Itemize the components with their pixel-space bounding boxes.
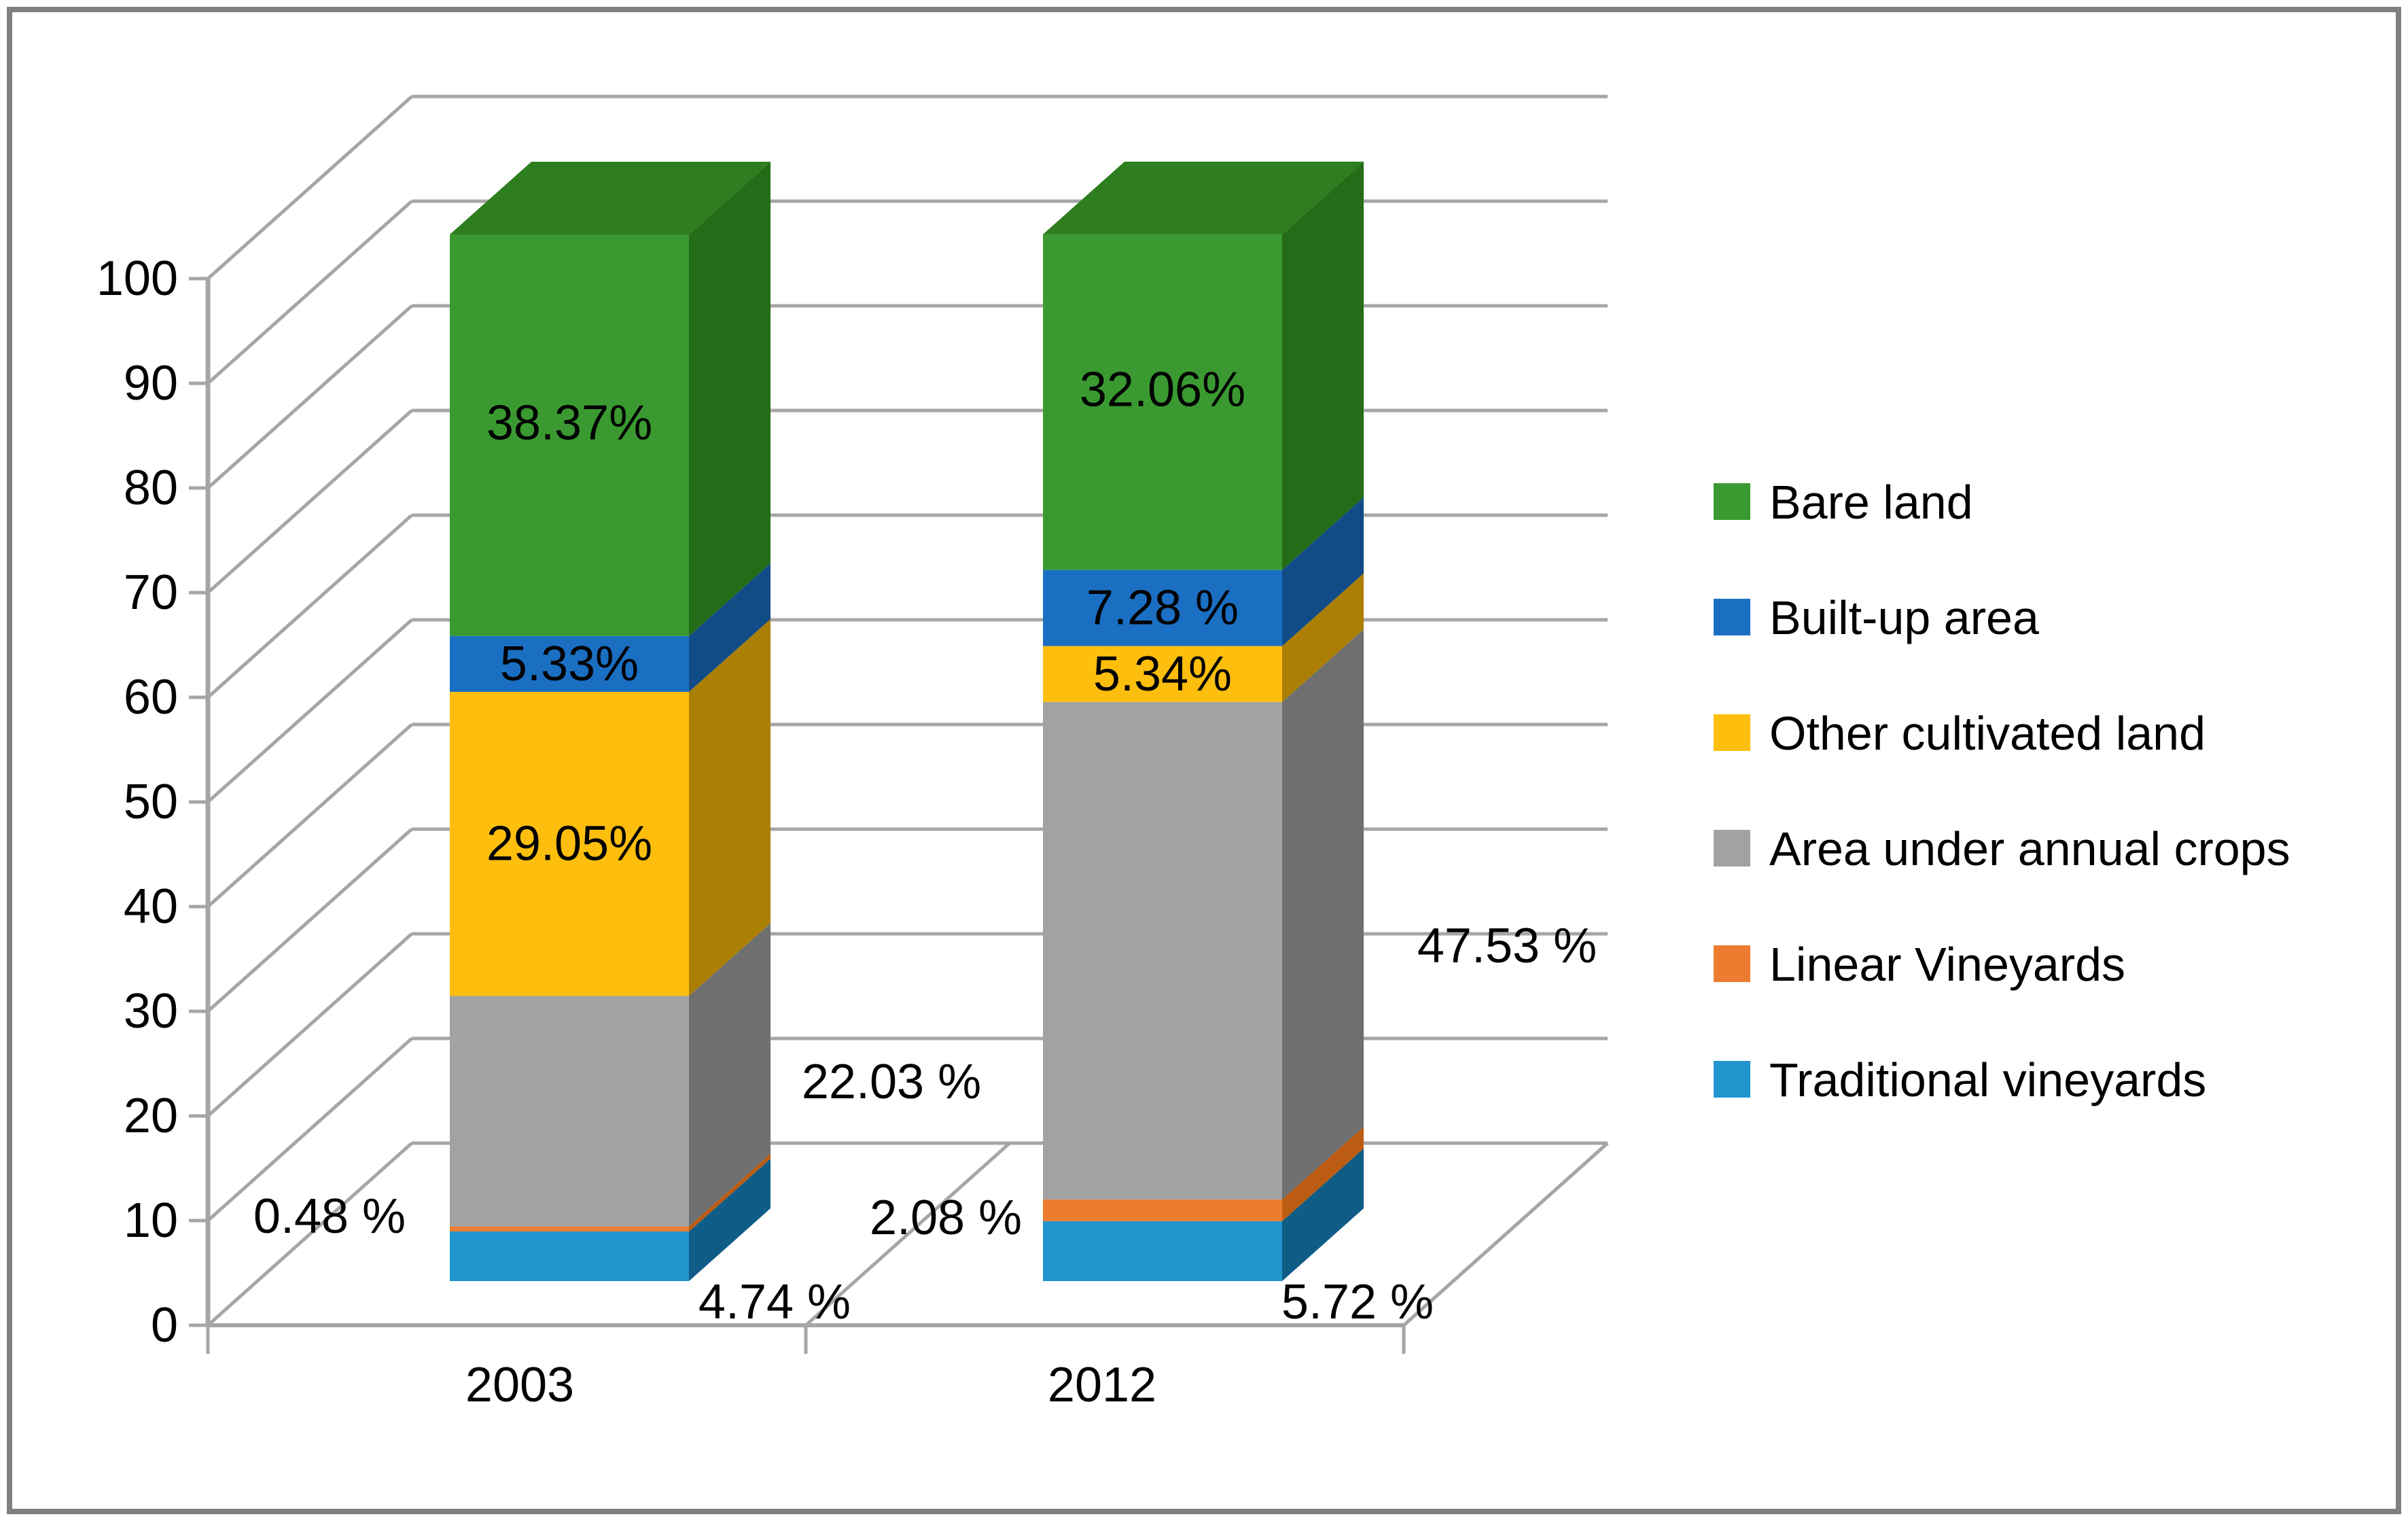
floor-diagonal-1 [804,1142,1011,1327]
data-label-2012-other-cultivated-land: 5.34% [1093,647,1232,701]
data-label-2003-built-up-area: 5.33% [500,637,639,691]
bar-2003-area-under-annual-crops-front [450,996,689,1227]
y-tick-label-30: 30 [124,984,178,1038]
bar-2003-other-cultivated-land-side [689,618,771,996]
gridline-diagonal-10 [207,1037,413,1222]
data-label-2003-bare-land: 38.37% [486,396,652,450]
y-tick-label-0: 0 [151,1298,178,1352]
legend-swatch-bare-land [1714,483,1750,520]
y-tick-label-60: 60 [124,670,178,724]
bar-2012-other-cultivated-land-front [1043,646,1282,702]
bar-2003-traditional-vineyards-front [450,1231,689,1281]
y-tick-label-50: 50 [124,775,178,829]
y-tick-label-20: 20 [124,1089,178,1143]
gridline-diagonal-30 [207,828,413,1013]
bar-2012-linear-vineyards-side [1282,1126,1364,1221]
bar-2012-other-cultivated-land-side [1282,573,1364,702]
category-label-2003: 2003 [465,1358,574,1412]
gridline-diagonal-40 [207,723,413,908]
bar-2012-built-up-area-front [1043,570,1282,646]
bar-2003-other-cultivated-land-front [450,691,689,996]
bar-2012-bare-land-front [1043,234,1282,570]
y-tick-label-70: 70 [124,565,178,620]
gridline-diagonal-20 [207,932,413,1117]
y-tick-label-10: 10 [124,1193,178,1248]
category-label-2012: 2012 [1048,1358,1156,1412]
bar-2003-linear-vineyards-front [450,1226,689,1232]
data-label-2003-area-under-annual-crops: 22.03 % [802,1055,981,1109]
legend-label-built-up-area: Built-up area [1769,591,2039,644]
y-tick-label-40: 40 [124,879,178,934]
y-tick-label-80: 80 [124,461,178,515]
floor-diagonal-0 [207,1142,413,1327]
floor-right-diagonal [1402,1142,1609,1327]
bar-2012-bare-land-side [1282,161,1364,570]
bar-2003-top-face [450,162,771,234]
bar-2012-traditional-vineyards-front [1043,1221,1282,1281]
data-label-2012-linear-vineyards: 2.08 % [870,1191,1022,1245]
legend-label-traditional-vineyards: Traditional vineyards [1769,1053,2206,1106]
data-label-2003-other-cultivated-land: 29.05% [486,817,652,871]
bar-2003-bare-land-front [450,234,689,636]
bar-2012-linear-vineyards-front [1043,1199,1282,1221]
bar-2012-area-under-annual-crops-front [1043,701,1282,1200]
data-label-2003-traditional-vineyards: 4.74 % [698,1275,851,1329]
data-label-2003-linear-vineyards: 0.48 % [253,1189,406,1244]
gridline-diagonal-70 [207,409,413,594]
legend-swatch-linear-vineyards [1714,945,1750,982]
gridline-diagonal-80 [207,304,413,489]
y-tick-label-90: 90 [124,356,178,410]
bar-2012-traditional-vineyards-side [1282,1148,1364,1281]
legend-swatch-traditional-vineyards [1714,1061,1750,1098]
chart-border [7,7,2401,1514]
gridline-diagonal-60 [207,514,413,699]
bar-2003-built-up-area-front [450,635,689,692]
bar-2003-area-under-annual-crops-side [689,923,771,1227]
bar-2012-built-up-area-side [1282,497,1364,646]
data-label-2012-area-under-annual-crops: 47.53 % [1417,919,1597,973]
gridline-diagonal-90 [207,200,413,385]
y-tick-label-100: 100 [96,251,178,306]
legend-swatch-area-under-annual-crops [1714,830,1750,867]
bar-2012-top-face [1043,161,1364,234]
gridline-diagonal-50 [207,618,413,803]
bar-2012-area-under-annual-crops-side [1282,629,1364,1200]
legend-label-area-under-annual-crops: Area under annual crops [1769,822,2290,875]
bar-2003-bare-land-side [689,162,771,636]
data-label-2012-built-up-area: 7.28 % [1086,581,1239,635]
gridline-diagonal-100 [207,95,413,280]
legend-swatch-other-cultivated-land [1714,714,1750,751]
bar-2003-linear-vineyards-side [689,1153,771,1232]
legend-label-other-cultivated-land: Other cultivated land [1769,707,2206,760]
bar-2003-traditional-vineyards-side [689,1159,771,1281]
data-label-2012-traditional-vineyards: 5.72 % [1281,1275,1434,1329]
bar-2003-built-up-area-side [689,563,771,692]
legend-swatch-built-up-area [1714,599,1750,635]
data-label-2012-bare-land: 32.06% [1080,363,1245,417]
legend-label-linear-vineyards: Linear Vineyards [1769,938,2125,991]
legend-label-bare-land: Bare land [1769,476,1973,529]
